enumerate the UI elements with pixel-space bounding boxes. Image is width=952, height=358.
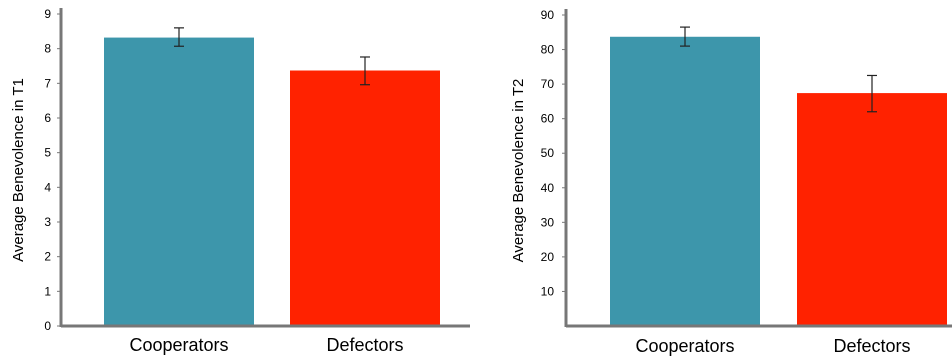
y-tick-label: 4 [44,180,51,194]
chart-panel-t2: Average Benevolence in T2 10 20 30 40 50 60 70 8… [510,8,952,356]
chart-panel-t1: Average Benevolence in T1 0 1 2 3 4 5 6 7 8 9 Coope… [10,7,470,355]
bar-cooperators [104,37,254,326]
error-bar [867,74,877,113]
y-tick-label: 5 [44,146,51,160]
y-tick-label: 70 [541,77,555,91]
category-label: Defectors [326,335,403,355]
y-tick-label: 9 [44,7,51,21]
bar-defectors [290,70,440,326]
y-tick-label: 2 [44,250,51,264]
y-tick-label: 0 [44,319,51,333]
category-label: Cooperators [635,336,734,356]
y-axis-label: Average Benevolence in T2 [510,79,527,263]
y-tick-label: 30 [541,215,555,229]
category-label: Defectors [833,336,910,356]
y-tick-label: 40 [541,181,555,195]
category-label: Cooperators [129,335,228,355]
y-tick-label: 6 [44,111,51,125]
y-tick-label: 1 [44,284,51,298]
error-bar [680,26,690,47]
error-bar [360,56,370,86]
y-tick-label: 10 [541,284,555,298]
y-tick-label: 60 [541,112,555,126]
bar-cooperators [610,36,760,327]
y-axis-label: Average Benevolence in T1 [10,78,27,262]
y-tick-label: 90 [541,8,555,22]
y-tick-label: 8 [44,42,51,56]
y-tick-label: 50 [541,146,555,160]
bar-defectors [797,93,947,327]
y-tick-label: 3 [44,215,51,229]
y-tick-label: 7 [44,76,51,90]
y-tick-label: 80 [541,43,555,57]
error-bar [174,27,184,47]
y-tick-label: 20 [541,250,555,264]
